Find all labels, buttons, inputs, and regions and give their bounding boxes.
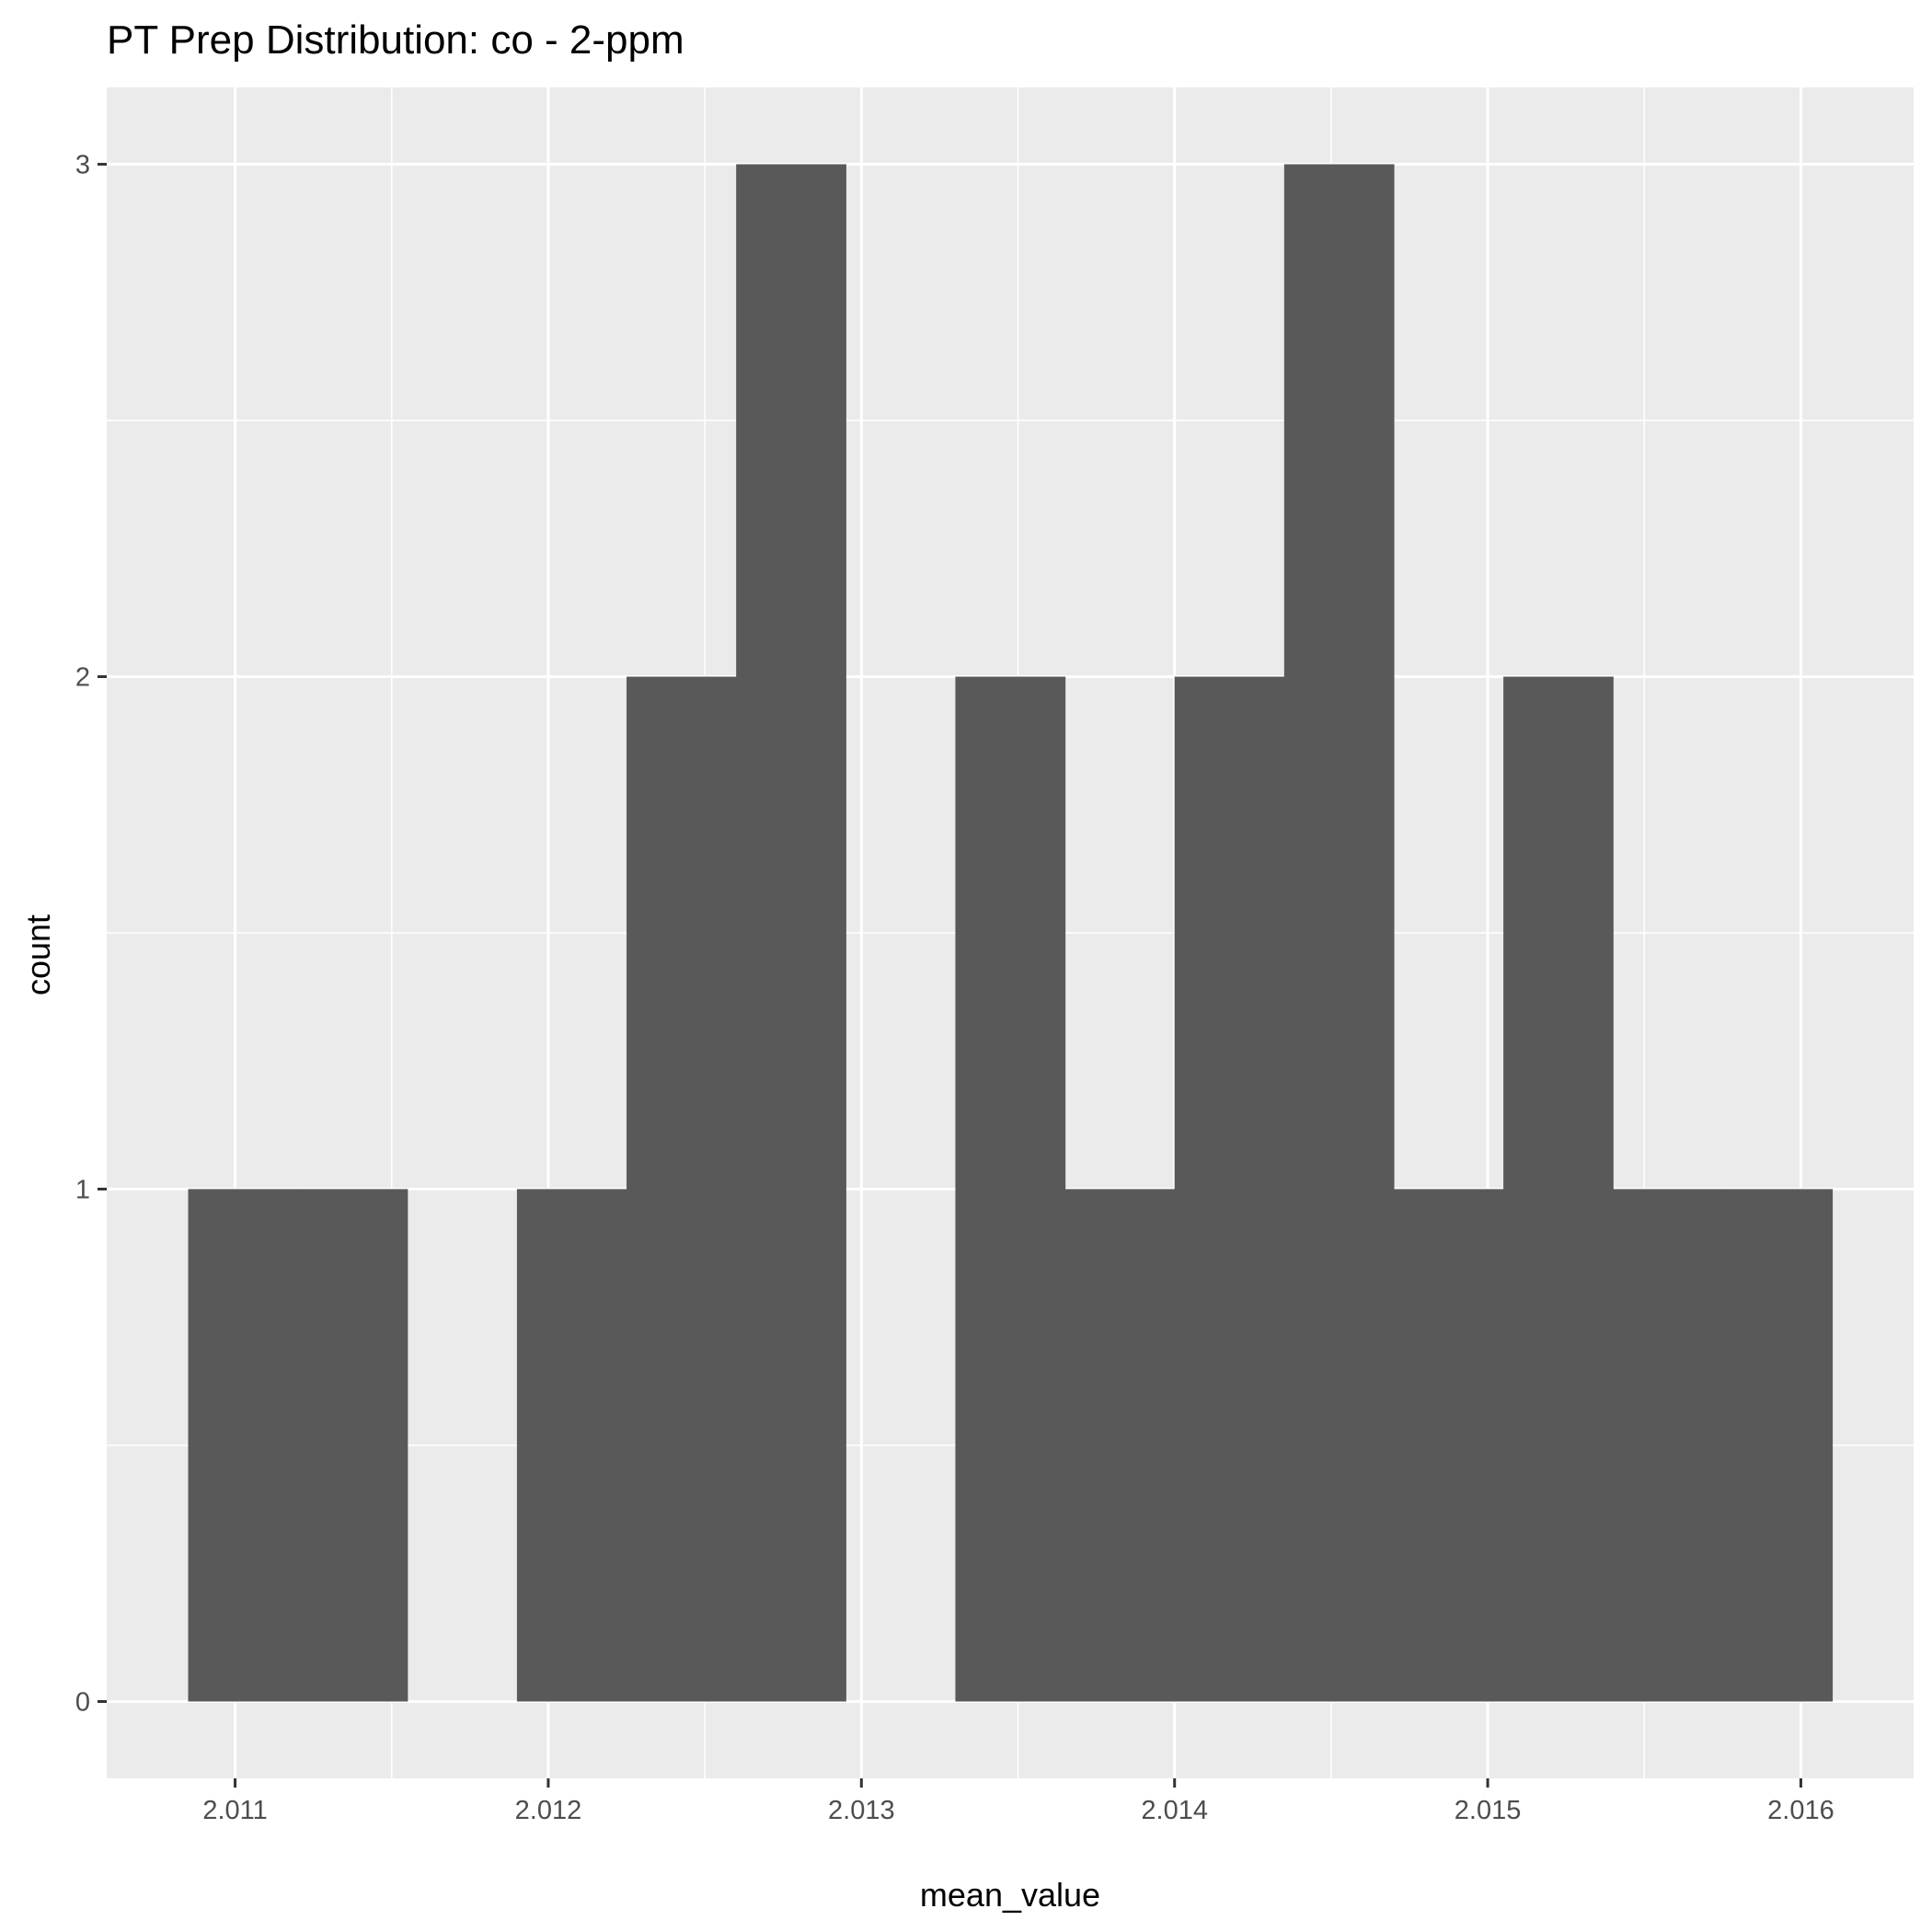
histogram-bar (1393, 1189, 1504, 1702)
x-axis-title: mean_value (920, 1876, 1100, 1914)
x-tick-label: 2.012 (515, 1796, 582, 1825)
histogram-bar (1174, 676, 1285, 1702)
histogram-bar (627, 676, 737, 1702)
x-tick-label: 2.013 (828, 1796, 895, 1825)
histogram-bar (188, 1189, 299, 1702)
y-tick-label: 2 (75, 663, 90, 693)
histogram-bar (1722, 1189, 1834, 1702)
y-tick-label: 3 (75, 151, 90, 180)
histogram-bar (1613, 1189, 1723, 1702)
x-tick-label: 2.015 (1455, 1796, 1522, 1825)
histogram-bars (188, 164, 1834, 1702)
y-tick-label: 0 (75, 1687, 90, 1717)
y-axis-title: count (19, 914, 57, 995)
x-tick-label: 2.014 (1141, 1796, 1208, 1825)
y-axis: 0 1 2 3 (75, 151, 107, 1717)
histogram-bar (297, 1189, 408, 1702)
histogram-bar (1503, 676, 1614, 1702)
histogram-bar (1283, 164, 1395, 1702)
x-tick-label: 2.011 (202, 1796, 267, 1825)
chart-title: PT Prep Distribution: co - 2-ppm (107, 17, 684, 63)
histogram-bar (955, 676, 1066, 1702)
histogram-bar (736, 164, 846, 1702)
y-tick-label: 1 (75, 1175, 90, 1204)
x-axis: 2.011 2.012 2.013 2.014 2.015 2.016 (202, 1778, 1834, 1825)
histogram-bar (516, 1189, 627, 1702)
histogram-bar (1064, 1189, 1176, 1702)
x-tick-label: 2.016 (1767, 1796, 1834, 1825)
